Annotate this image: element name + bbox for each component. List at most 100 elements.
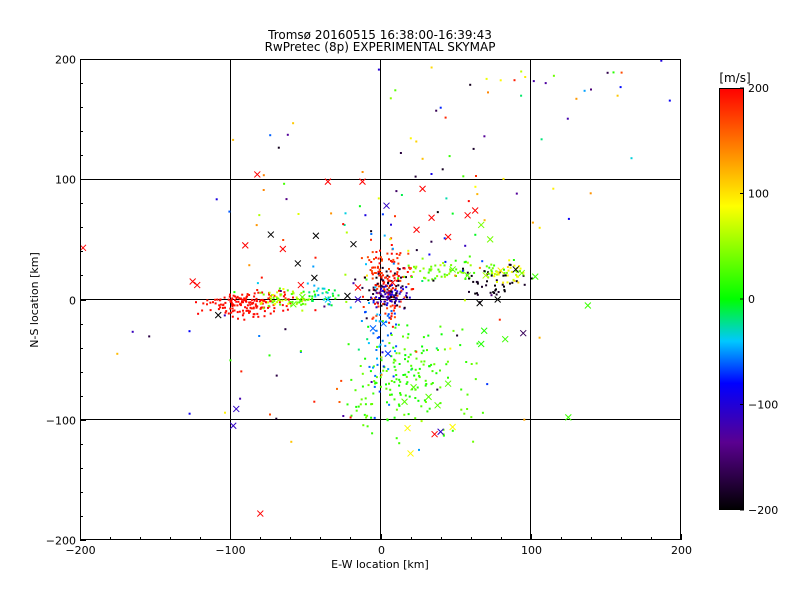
x-marker xyxy=(354,284,362,291)
data-point xyxy=(520,94,523,97)
data-point xyxy=(443,348,446,351)
data-point xyxy=(385,304,388,307)
data-point xyxy=(308,291,311,294)
data-point xyxy=(344,273,347,276)
data-point xyxy=(485,265,488,268)
x-marker xyxy=(431,430,438,438)
data-point xyxy=(540,138,543,141)
data-point xyxy=(380,275,383,278)
data-point xyxy=(389,394,391,396)
data-point xyxy=(236,311,239,314)
data-point xyxy=(497,273,500,276)
data-point xyxy=(403,413,406,416)
x-tick-label: −200 xyxy=(65,544,95,557)
data-point xyxy=(381,351,384,354)
data-point xyxy=(206,303,208,306)
data-point xyxy=(371,277,374,280)
data-point xyxy=(375,296,378,299)
data-point xyxy=(361,171,364,173)
data-point xyxy=(481,260,484,263)
data-point xyxy=(385,370,388,372)
data-point xyxy=(269,312,272,315)
data-point xyxy=(371,317,374,320)
data-point xyxy=(273,310,275,313)
data-point xyxy=(405,375,408,378)
data-point xyxy=(370,381,373,383)
data-point xyxy=(261,291,264,294)
data-point xyxy=(468,277,471,280)
x-marker xyxy=(482,272,490,279)
data-point xyxy=(241,293,244,296)
data-point xyxy=(407,413,410,416)
data-point xyxy=(383,289,386,292)
data-point xyxy=(476,293,479,296)
x-marker xyxy=(256,510,264,517)
data-point xyxy=(195,301,197,304)
data-point xyxy=(209,301,212,304)
data-point xyxy=(393,274,396,277)
y-tick-label: −100 xyxy=(46,415,76,428)
data-point xyxy=(330,304,333,307)
data-point xyxy=(487,91,489,94)
grid-lines xyxy=(80,59,681,540)
data-point xyxy=(406,296,408,299)
data-point xyxy=(378,336,380,339)
x-marker xyxy=(449,423,456,431)
x-marker xyxy=(324,296,332,303)
x-marker xyxy=(359,178,366,186)
data-point xyxy=(243,318,246,321)
data-point xyxy=(515,280,518,283)
data-point xyxy=(380,278,383,281)
data-point xyxy=(455,268,458,271)
data-point xyxy=(244,300,247,302)
data-point xyxy=(242,312,245,315)
data-point xyxy=(373,380,376,383)
data-point xyxy=(443,273,446,276)
data-point xyxy=(384,344,387,347)
data-point xyxy=(485,77,488,80)
data-point xyxy=(463,412,466,415)
data-point xyxy=(227,312,230,315)
data-point xyxy=(389,388,392,391)
data-point xyxy=(338,401,341,403)
data-point xyxy=(282,288,285,290)
colorbar: [m/s] 200 100 0 −100 −200 xyxy=(719,71,778,517)
data-point xyxy=(512,278,515,281)
data-point xyxy=(243,298,245,301)
data-point xyxy=(420,352,423,355)
data-point xyxy=(252,306,255,309)
data-point xyxy=(400,286,402,289)
data-point xyxy=(259,299,262,302)
data-point xyxy=(277,146,280,149)
data-point xyxy=(452,329,455,332)
data-point xyxy=(375,256,377,259)
data-point xyxy=(506,274,509,277)
data-point xyxy=(370,238,372,241)
x-marker xyxy=(434,401,441,409)
data-point xyxy=(367,384,370,387)
data-point xyxy=(378,320,381,323)
data-point xyxy=(364,357,367,360)
data-point xyxy=(399,290,402,293)
data-point xyxy=(375,376,378,379)
data-point xyxy=(311,295,314,298)
data-point xyxy=(372,286,375,289)
data-point xyxy=(390,296,393,299)
data-point xyxy=(362,424,365,427)
x-marker xyxy=(389,279,396,287)
data-point xyxy=(397,277,399,280)
data-point xyxy=(259,291,262,294)
data-point xyxy=(275,417,278,420)
data-point xyxy=(388,316,391,319)
data-point xyxy=(405,292,408,295)
data-point xyxy=(391,247,394,250)
data-point xyxy=(283,182,286,185)
data-point xyxy=(234,295,237,298)
data-point xyxy=(389,305,392,308)
data-point xyxy=(372,293,375,295)
data-point xyxy=(501,283,504,286)
data-point xyxy=(502,177,505,180)
x-marker xyxy=(444,233,452,241)
data-point xyxy=(364,397,367,400)
data-point xyxy=(388,297,391,300)
